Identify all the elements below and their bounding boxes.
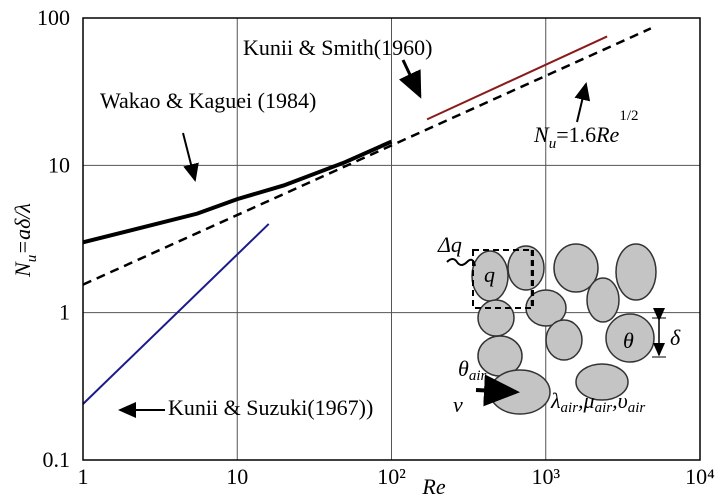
- x-tick-label: 10⁴: [685, 464, 715, 489]
- annotation: Kunii & Suzuki(1967)): [168, 395, 373, 420]
- inset-label: Δq: [437, 232, 462, 257]
- x-tick-label: 10³: [531, 464, 560, 489]
- arrow: [182, 132, 199, 182]
- inset-label: θ: [623, 328, 634, 353]
- plot-frame: [82, 17, 701, 461]
- x-tick-label: 1: [78, 464, 89, 489]
- annotation: Wakao & Kaguei (1984): [100, 88, 316, 113]
- y-tick-label: 1: [59, 300, 70, 325]
- lines: [82, 27, 652, 405]
- inset-label: v: [453, 392, 463, 417]
- x-tick-label: 10: [226, 464, 248, 489]
- inset-label: θair: [458, 356, 486, 384]
- series-line: [82, 139, 393, 245]
- inset-label: δ: [670, 325, 681, 350]
- y-tick-label: 100: [37, 5, 70, 30]
- annotation: Kunii & Smith(1960): [243, 35, 432, 60]
- arrow: [574, 82, 591, 123]
- series-line: [82, 223, 270, 405]
- series-line: [426, 35, 608, 121]
- arrow: [398, 59, 422, 99]
- y-axis-label: Nu=aδ/λ: [10, 203, 40, 278]
- inset-label: q: [484, 262, 495, 287]
- control-box: [472, 249, 534, 309]
- x-tick-label: 10²: [377, 464, 406, 489]
- y-tick-label: 10: [48, 152, 70, 177]
- flow-arrow: [475, 374, 520, 407]
- inset-label: λair,μair,υair: [550, 388, 645, 416]
- x-axis-label: Re: [421, 474, 445, 497]
- y-tick-label: 0.1: [43, 447, 71, 472]
- formula: Nu=1.6Re1/2: [533, 108, 638, 152]
- heat-arrow: [446, 258, 476, 267]
